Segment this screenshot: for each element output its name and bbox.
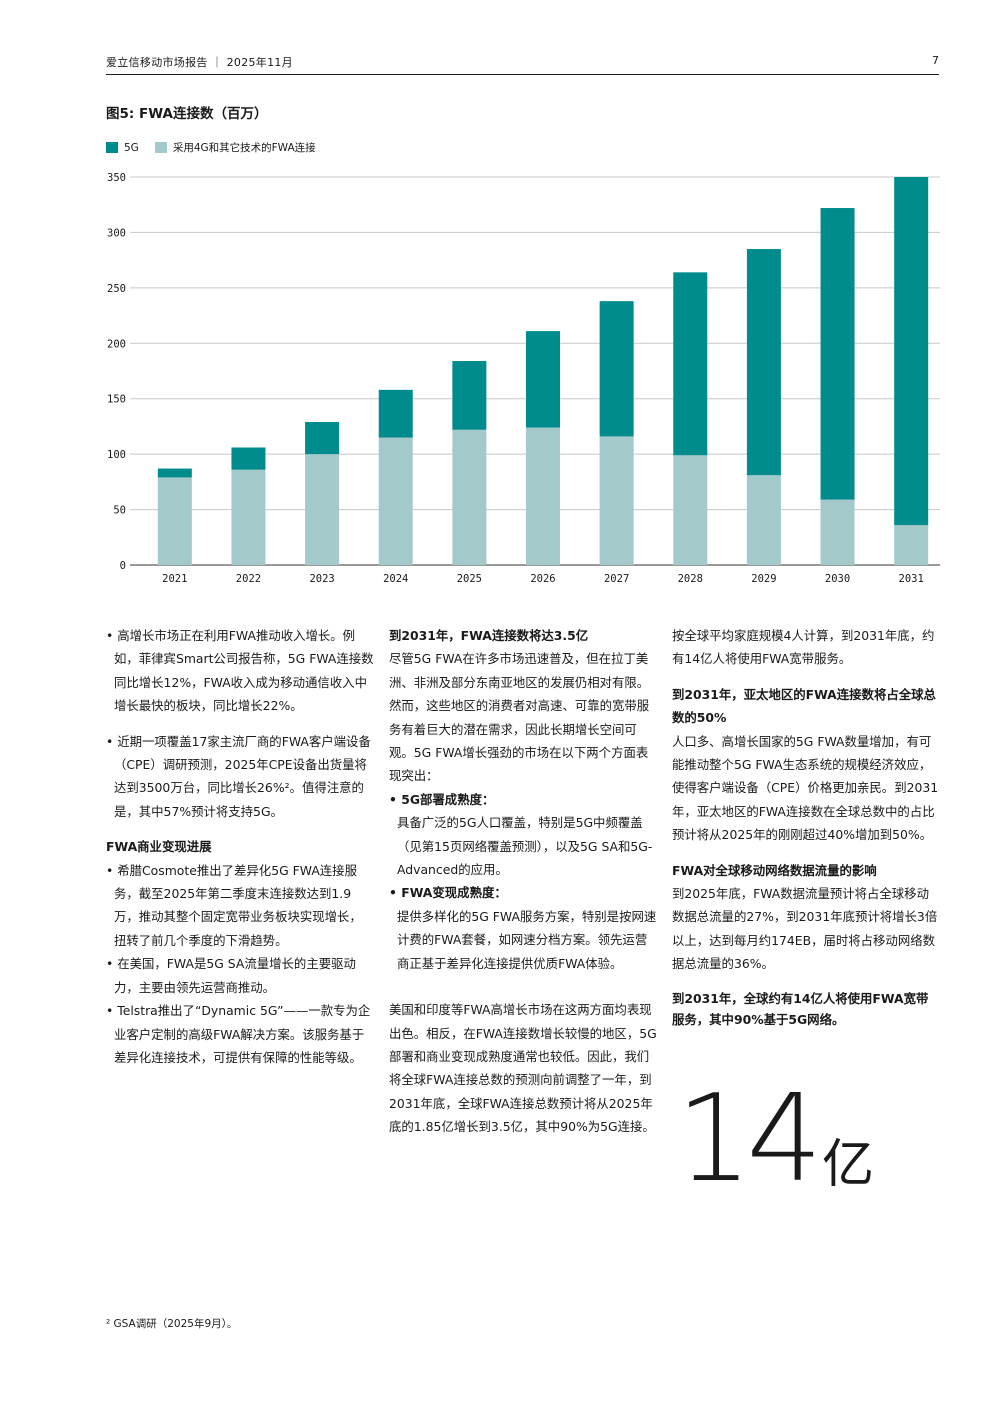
bar-other-2022 (231, 469, 266, 565)
bar-5g-2031 (894, 177, 929, 526)
y-tick-label: 350 (107, 172, 126, 184)
y-tick-label: 300 (107, 227, 126, 239)
bar-other-2029 (746, 475, 781, 565)
y-tick-label: 200 (107, 338, 126, 350)
page-header: 爱立信移动市场报告 ｜ 2025年11月 7 (106, 52, 939, 75)
figure-title: 图5: FWA连接数（百万） (106, 106, 268, 122)
x-tick-label: 2023 (309, 573, 334, 585)
legend-swatch-other (154, 142, 167, 153)
bar-other-2026 (526, 427, 560, 565)
y-tick-label: 150 (107, 394, 126, 406)
col3-heading-2: FWA对全球移动网络数据流量的影响 (672, 862, 877, 878)
bar-other-2023 (305, 454, 340, 565)
page-number: 7 (932, 54, 939, 67)
big-number: 14 (676, 1070, 823, 1209)
x-tick-label: 2029 (751, 573, 776, 585)
col2-bullet-2-heading: • FWA变现成熟度： (389, 885, 507, 901)
bar-5g-2027 (599, 301, 634, 437)
x-tick-label: 2028 (678, 573, 703, 585)
col2-bullet-1-text: 具备广泛的5G人口覆盖，特别是5G中频覆盖（见第15页网络覆盖预测），以及5G … (397, 815, 653, 878)
footnote: ² GSA调研（2025年9月）。 (106, 1318, 238, 1330)
col2-paragraph-2: 美国和印度等FWA高增长市场在这两方面均表现出色。相反，在FWA连接数增长较慢的… (389, 1002, 657, 1135)
bar-5g-2025 (452, 361, 487, 430)
bar-other-2031 (894, 525, 929, 565)
col1-heading: FWA商业变现进展 (106, 839, 212, 855)
bar-5g-2024 (378, 389, 413, 438)
x-tick-label: 2025 (457, 573, 482, 585)
col1-bullet-5: • Telstra推出了“Dynamic 5G”——一款专为企业客户定制的高级F… (106, 1003, 371, 1065)
bar-other-2021 (157, 477, 192, 565)
bar-5g-2021 (157, 468, 192, 478)
x-tick-label: 2031 (899, 573, 924, 585)
bar-other-2030 (820, 499, 855, 565)
column-2: 到2031年，FWA连接数将达3.5亿 尽管5G FWA在许多市场迅速普及，但在… (389, 624, 657, 1139)
report-title: 爱立信移动市场报告 ｜ 2025年11月 (106, 56, 293, 69)
y-tick-label: 0 (120, 560, 126, 572)
bar-5g-2029 (746, 249, 781, 476)
legend-label-5g: 5G (124, 141, 139, 154)
col3-heading-1: 到2031年，亚太地区的FWA连接数将占全球总数的50% (672, 686, 936, 726)
bar-5g-2022 (231, 447, 266, 470)
column-3: 按全球平均家庭规模4人计算，到2031年底，约有14亿人将使用FWA宽带服务。 … (672, 624, 940, 1030)
legend-swatch-5g (106, 142, 118, 153)
bar-5g-2026 (526, 331, 560, 428)
col3-paragraph-1: 人口多、高增长国家的5G FWA数量增加，有可能推动整个5G FWA生态系统的规… (672, 733, 939, 843)
bar-5g-2030 (820, 208, 855, 500)
x-tick-label: 2026 (530, 573, 555, 585)
bar-other-2027 (599, 436, 634, 565)
bar-other-2025 (452, 429, 487, 565)
legend-item-5g: 5G (106, 142, 139, 154)
x-tick-label: 2024 (383, 573, 408, 585)
x-tick-label: 2021 (162, 573, 187, 585)
col1-bullet-2: • 近期一项覆盖17家主流厂商的FWA客户端设备（CPE）调研预测，2025年C… (106, 733, 371, 819)
chart-legend: 5G 采用4G和其它技术的FWA连接 (106, 140, 332, 155)
bar-5g-2028 (673, 272, 708, 456)
x-tick-label: 2027 (604, 573, 629, 585)
col3-callout: 到2031年，全球约有14亿人将使用FWA宽带服务，其中90%基于5G网络。 (672, 990, 929, 1027)
y-tick-label: 100 (107, 449, 126, 461)
col2-heading: 到2031年，FWA连接数将达3.5亿 (389, 628, 589, 643)
bar-other-2024 (378, 437, 413, 565)
col3-paragraph-2: 到2025年底，FWA数据流量预计将占全球移动数据总流量的27%，到2031年底… (672, 886, 938, 972)
col2-paragraph-1: 尽管5G FWA在许多市场迅速普及，但在拉丁美洲、非洲及部分东南亚地区的发展仍相… (389, 651, 650, 784)
x-tick-label: 2022 (236, 573, 261, 585)
big-number-unit: 亿 (822, 1135, 875, 1195)
col2-bullet-2-text: 提供多样化的5G FWA服务方案，特别是按网速计费的FWA套餐，如网速分档方案。… (397, 908, 657, 971)
y-tick-label: 50 (113, 505, 126, 517)
col1-bullet-3: • 希腊Cosmote推出了差异化5G FWA连接服务，截至2025年第二季度末… (106, 862, 362, 948)
bar-5g-2023 (305, 421, 340, 455)
x-tick-label: 2030 (825, 573, 850, 585)
y-tick-label: 250 (107, 283, 126, 295)
col2-bullet-1-heading: • 5G部署成熟度： (389, 791, 495, 807)
col1-bullet-1: • 高增长市场正在利用FWA推动收入增长。例如，菲律宾Smart公司报告称，5G… (106, 628, 374, 714)
col3-paragraph-0: 按全球平均家庭规模4人计算，到2031年底，约有14亿人将使用FWA宽带服务。 (672, 628, 935, 667)
fwa-bar-chart: 0 50 100 150 200 250 300 350 2021 2022 2023 2024 202… (107, 172, 940, 585)
column-1: • 高增长市场正在利用FWA推动收入增长。例如，菲律宾Smart公司报告称，5G… (106, 624, 374, 1069)
col1-bullet-4: • 在美国，FWA是5G SA流量增长的主要驱动力，主要由领先运营商推动。 (106, 956, 356, 995)
bar-other-2028 (673, 455, 708, 565)
legend-label-other: 采用4G和其它技术的FWA连接 (172, 142, 316, 154)
legend-item-other: 采用4G和其它技术的FWA连接 (154, 140, 316, 155)
